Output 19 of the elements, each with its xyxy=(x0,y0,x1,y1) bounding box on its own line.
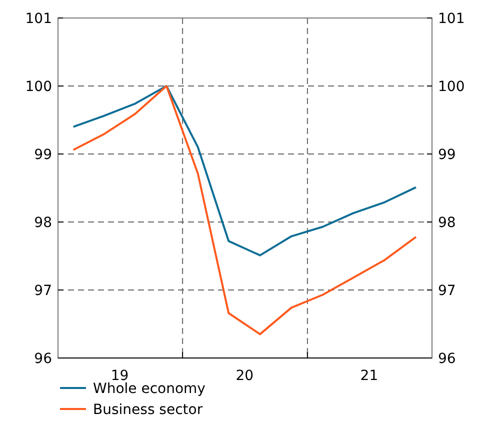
y-tick-label: 100 xyxy=(25,79,52,95)
y-tick-label: 101 xyxy=(25,11,52,27)
legend-label: Business sector xyxy=(93,402,203,418)
x-tick-label: 19 xyxy=(110,368,129,384)
y2-tick-label: 98 xyxy=(438,215,456,231)
y2-tick-label: 97 xyxy=(438,283,456,299)
line-series xyxy=(72,85,417,336)
y-tick-label: 98 xyxy=(34,215,52,231)
y-tick-label: 97 xyxy=(34,283,52,299)
y2-tick-label: 101 xyxy=(438,11,465,27)
y-tick-label: 99 xyxy=(34,147,52,163)
line-series xyxy=(72,85,417,256)
legend-label: Whole economy xyxy=(93,381,206,397)
x-tick-label: 20 xyxy=(236,368,254,384)
x-tick-label: 21 xyxy=(360,368,378,384)
y2-tick-label: 100 xyxy=(438,79,465,95)
y2-tick-label: 96 xyxy=(438,351,456,367)
y2-tick-label: 99 xyxy=(438,147,456,163)
y-tick-label: 96 xyxy=(34,351,52,367)
